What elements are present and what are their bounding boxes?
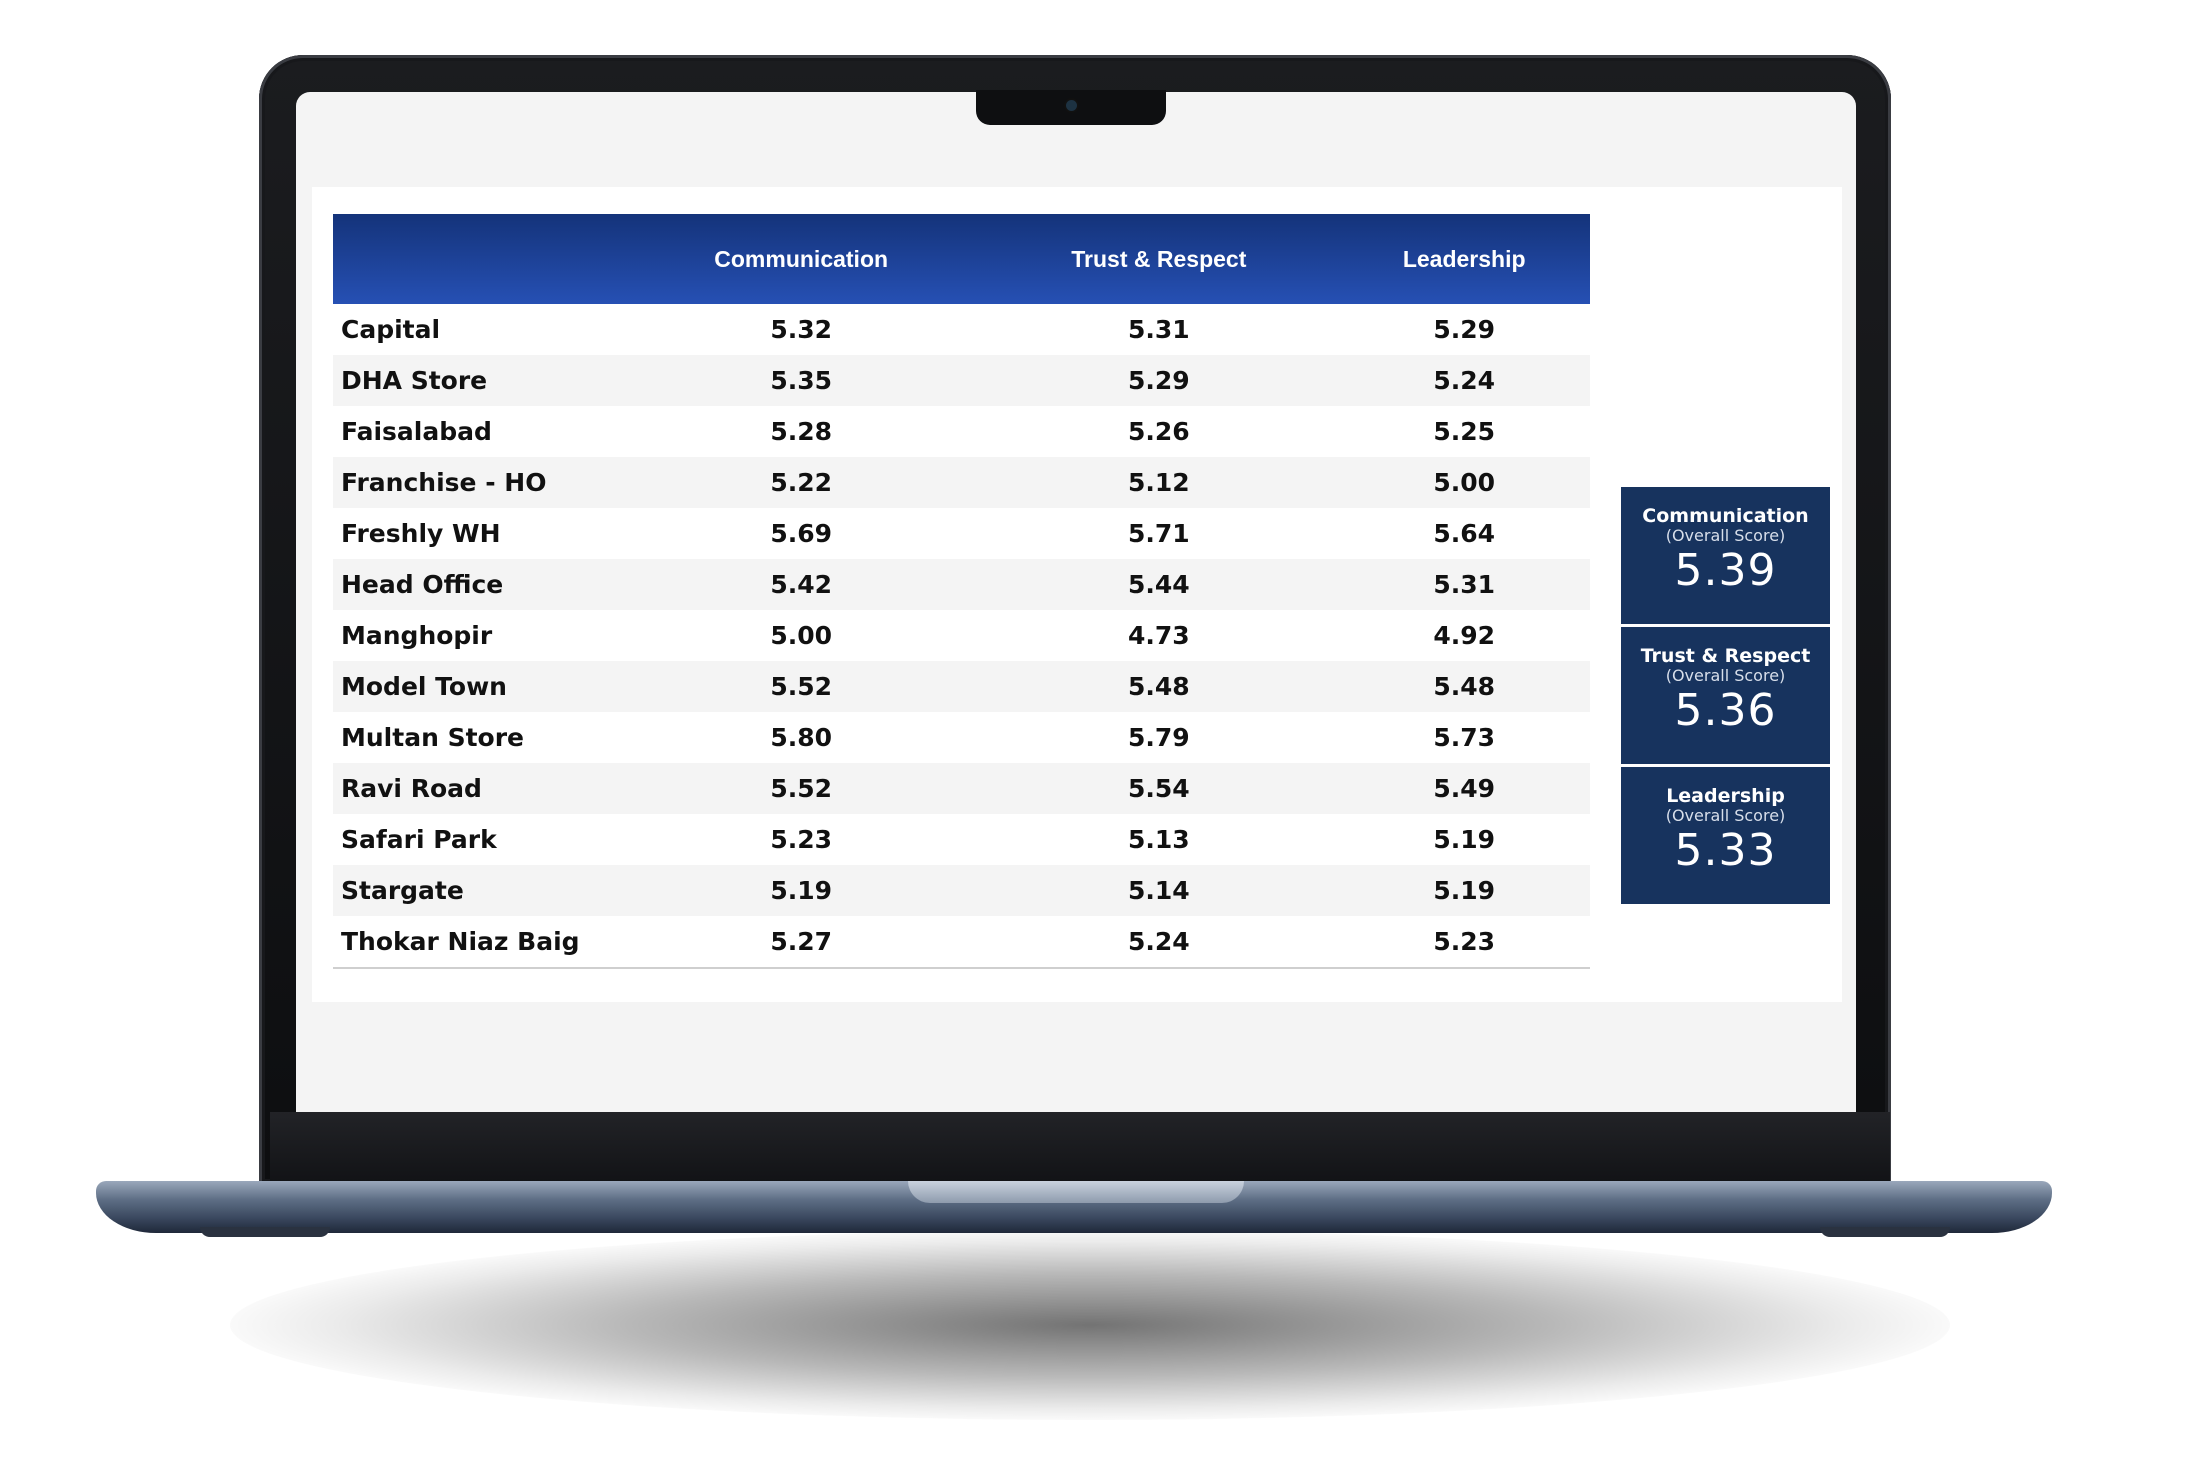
leadership-cell: 5.48	[1338, 661, 1590, 712]
leadership-cell: 5.00	[1338, 457, 1590, 508]
summary-card-trust-respect: Trust & Respect (Overall Score) 5.36	[1621, 627, 1830, 764]
communication-cell: 5.00	[770, 621, 832, 650]
communication-cell: 5.80	[770, 723, 832, 752]
table-row: Model Town 5.52 5.48 5.48	[333, 661, 1590, 712]
card-title: Communication	[1642, 505, 1809, 527]
table-row: DHA Store 5.35 5.29 5.24	[333, 355, 1590, 406]
table-row: Capital 5.32 5.31 5.29	[333, 304, 1590, 355]
trust-respect-cell: 5.29	[979, 355, 1339, 406]
leadership-cell: 5.19	[1433, 825, 1496, 854]
location-cell: Freshly WH	[341, 519, 501, 548]
communication-cell: 5.22	[623, 457, 980, 508]
leadership-cell: 5.23	[1338, 916, 1590, 969]
leadership-cell: 5.29	[1433, 315, 1496, 344]
table-row: Freshly WH 5.69 5.71 5.64	[333, 508, 1590, 559]
column-header-location	[333, 214, 623, 304]
laptop-shadow	[230, 1230, 1950, 1420]
trust-respect-cell: 5.44	[979, 559, 1339, 610]
card-value: 5.36	[1674, 685, 1777, 736]
location-cell: Capital	[341, 315, 441, 344]
trust-respect-cell: 5.54	[979, 763, 1339, 814]
card-subtitle: (Overall Score)	[1665, 666, 1786, 685]
table-header-row: Communication Trust & Respect Leadership	[333, 214, 1590, 304]
summary-cards: Communication (Overall Score) 5.39 Trust…	[1621, 487, 1830, 907]
card-subtitle: (Overall Score)	[1665, 526, 1786, 545]
trust-respect-cell: 5.13	[1127, 825, 1190, 854]
table-row: Multan Store 5.80 5.79 5.73	[333, 712, 1590, 763]
trust-respect-cell: 5.24	[979, 916, 1339, 969]
card-value: 5.33	[1674, 825, 1777, 876]
summary-card-communication: Communication (Overall Score) 5.39	[1621, 487, 1830, 624]
leadership-cell: 4.92	[1433, 621, 1496, 650]
trust-respect-cell: 5.26	[1127, 417, 1190, 446]
laptop-bezel-bottom	[270, 1112, 1890, 1182]
card-title: Leadership	[1666, 785, 1785, 807]
table-row: Thokar Niaz Baig 5.27 5.24 5.23	[333, 916, 1590, 969]
communication-cell: 5.32	[770, 315, 832, 344]
dashboard-panel: Communication Trust & Respect Leadership…	[312, 187, 1842, 1002]
table-row: Ravi Road 5.52 5.54 5.49	[333, 763, 1590, 814]
table-row: Safari Park 5.23 5.13 5.19	[333, 814, 1590, 865]
table-row: Stargate 5.19 5.14 5.19	[333, 865, 1590, 916]
trust-respect-cell: 4.73	[1127, 621, 1190, 650]
scores-table: Communication Trust & Respect Leadership…	[333, 214, 1590, 969]
communication-cell: 5.23	[770, 825, 832, 854]
leadership-cell: 5.31	[1338, 559, 1590, 610]
location-cell: Faisalabad	[341, 417, 492, 446]
card-value: 5.39	[1674, 545, 1777, 596]
location-cell: Stargate	[333, 865, 623, 916]
trust-respect-cell: 5.48	[979, 661, 1339, 712]
table-row: Faisalabad 5.28 5.26 5.25	[333, 406, 1590, 457]
location-cell: Ravi Road	[333, 763, 623, 814]
laptop-foot-right	[1820, 1227, 1950, 1237]
communication-cell: 5.35	[623, 355, 980, 406]
location-cell: Head Office	[333, 559, 623, 610]
location-cell: Safari Park	[341, 825, 497, 854]
location-cell: Model Town	[333, 661, 623, 712]
leadership-cell: 5.19	[1338, 865, 1590, 916]
location-cell: Franchise - HO	[333, 457, 623, 508]
communication-cell: 5.42	[623, 559, 980, 610]
trust-respect-cell: 5.31	[1127, 315, 1190, 344]
leadership-cell: 5.64	[1433, 519, 1496, 548]
trust-respect-cell: 5.79	[1127, 723, 1190, 752]
leadership-cell: 5.24	[1338, 355, 1590, 406]
leadership-cell: 5.25	[1433, 417, 1496, 446]
laptop-opening-notch	[908, 1181, 1244, 1203]
communication-cell: 5.28	[770, 417, 832, 446]
table-row: Manghopir 5.00 4.73 4.92	[333, 610, 1590, 661]
table-row: Franchise - HO 5.22 5.12 5.00	[333, 457, 1590, 508]
communication-cell: 5.52	[623, 661, 980, 712]
column-header-leadership: Leadership	[1338, 214, 1590, 304]
trust-respect-cell: 5.14	[979, 865, 1339, 916]
leadership-cell: 5.49	[1338, 763, 1590, 814]
communication-cell: 5.27	[623, 916, 980, 969]
card-title: Trust & Respect	[1640, 645, 1811, 667]
communication-cell: 5.19	[623, 865, 980, 916]
location-cell: DHA Store	[333, 355, 623, 406]
trust-respect-cell: 5.71	[1127, 519, 1190, 548]
column-header-communication: Communication	[623, 214, 980, 304]
communication-cell: 5.69	[770, 519, 832, 548]
table-body: Capital 5.32 5.31 5.29 DHA Store 5.35 5.…	[333, 304, 1590, 969]
summary-card-leadership: Leadership (Overall Score) 5.33	[1621, 767, 1830, 904]
webcam-icon	[1066, 100, 1077, 111]
communication-cell: 5.52	[623, 763, 980, 814]
location-cell: Multan Store	[341, 723, 524, 752]
laptop-screen: Communication Trust & Respect Leadership…	[296, 92, 1856, 1112]
card-subtitle: (Overall Score)	[1665, 806, 1786, 825]
location-cell: Thokar Niaz Baig	[333, 916, 623, 969]
table-row: Head Office 5.42 5.44 5.31	[333, 559, 1590, 610]
leadership-cell: 5.73	[1433, 723, 1496, 752]
column-header-trust-respect: Trust & Respect	[979, 214, 1339, 304]
location-cell: Manghopir	[341, 621, 493, 650]
laptop-foot-left	[200, 1227, 330, 1237]
trust-respect-cell: 5.12	[979, 457, 1339, 508]
camera-notch	[976, 90, 1166, 125]
